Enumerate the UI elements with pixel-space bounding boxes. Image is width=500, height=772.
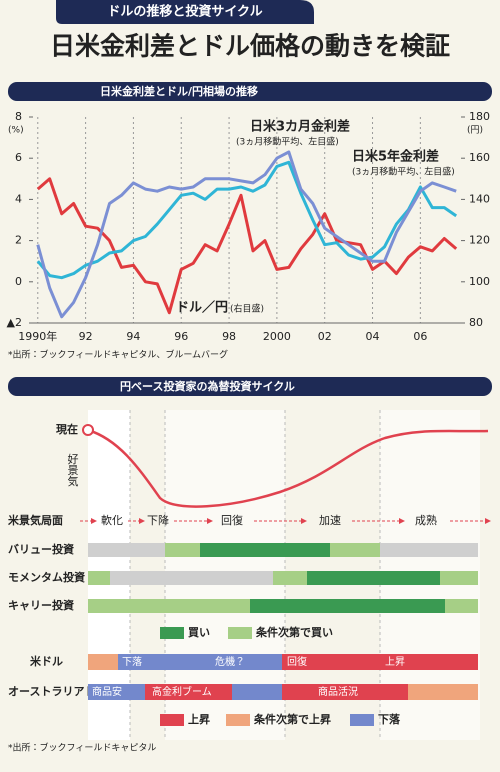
now-label: 現在 [56, 422, 78, 436]
x-tick-label: 02 [318, 330, 332, 343]
legend-swatch [228, 627, 252, 639]
series-label: 日米5年金利差 [352, 149, 439, 165]
segment [282, 654, 478, 670]
series-label: ドル／円 [176, 300, 228, 316]
x-tick-label: 2000 [263, 330, 291, 343]
line-chart: 1990年 92 94 96 98 2000 02 04 06▲202468(%)8010012… [7, 110, 490, 343]
y2-unit: (円) [467, 125, 483, 136]
legend-label: 条件次第で買い [255, 625, 333, 639]
y-tick-label: 0 [15, 275, 22, 288]
segment-label: 商品安 [92, 685, 122, 698]
segment [282, 684, 408, 700]
boom-label: 好景気 [66, 452, 79, 487]
x-tick-label: 96 [174, 330, 188, 343]
segment [118, 654, 282, 670]
x-tick-label: 92 [79, 330, 93, 343]
legend-swatch [226, 714, 250, 726]
segment [408, 684, 478, 700]
series-line [36, 160, 458, 280]
main-title: 日米金利差とドル価格の動きを検証 [50, 32, 450, 61]
segment-label: 商品活況 [318, 685, 358, 698]
y-tick-label: 4 [15, 192, 22, 205]
section-banner [8, 377, 492, 396]
phase: 成熟 [415, 513, 437, 527]
x-tick-label: 98 [222, 330, 236, 343]
legend-swatch [160, 627, 184, 639]
phase: 下降 [147, 513, 169, 527]
segment [232, 684, 282, 700]
series-line [36, 150, 457, 319]
series-note: (3ヵ月移動平均、左目盛) [352, 166, 455, 178]
x-tick-label: 94 [126, 330, 140, 343]
cycle-title: 円ベース投資家の為替投資サイクル [120, 379, 295, 393]
x-tick-label: 06 [413, 330, 427, 343]
phase-row-label: 米景気局面 [7, 513, 63, 527]
y-unit: (%) [8, 126, 24, 136]
momentum-row [88, 571, 478, 585]
header-tab-text: ドルの推移と投資サイクル [107, 4, 262, 20]
legend-label: 買い [188, 626, 210, 639]
legend-swatch [160, 714, 184, 726]
y2-tick-label: 180 [469, 110, 490, 123]
legend-swatch [350, 714, 374, 726]
row-label: バリュー投資 [8, 542, 74, 556]
segment [88, 654, 118, 670]
y2-tick-label: 120 [469, 234, 490, 247]
y-tick-label: ▲2 [7, 316, 22, 329]
y2-tick-label: 100 [469, 275, 490, 288]
legend-label: 下落 [378, 712, 401, 726]
segment-label: 上昇 [385, 656, 405, 668]
segment-label: 回復 [287, 655, 307, 668]
row-label: キャリー投資 [8, 598, 74, 612]
series-label: 日米3カ月金利差 [250, 119, 350, 135]
row-label: 米ドル [29, 654, 63, 668]
y-tick-label: 2 [15, 234, 22, 247]
section-banner [8, 82, 492, 101]
cycle-curve [87, 428, 489, 508]
segment [145, 684, 232, 700]
segment-label: 高金利ブーム [152, 685, 212, 698]
chart-title: 日米金利差とドル/円相場の推移 [100, 84, 258, 98]
series-note: (3ヵ月移動平均、左目盛) [236, 136, 339, 148]
legend-label: 上昇 [188, 712, 210, 726]
y-tick-label: 8 [15, 110, 22, 123]
y2-tick-label: 80 [469, 316, 483, 329]
x-tick-label: 04 [366, 330, 380, 343]
phase: 軟化 [101, 513, 123, 527]
phase: 加速 [319, 514, 341, 527]
now-marker [82, 424, 94, 436]
row-label: モメンタム投資 [8, 570, 85, 584]
y2-tick-label: 160 [469, 151, 490, 164]
header-tab [56, 0, 314, 24]
row-label: オーストラリアドル [8, 685, 106, 698]
segment [88, 684, 145, 700]
value-row [88, 543, 478, 557]
carry-row [88, 599, 478, 613]
series-note: (右目盛) [230, 303, 264, 315]
y2-tick-label: 140 [469, 192, 490, 205]
series-line [36, 177, 458, 315]
phase: 回復 [221, 514, 243, 527]
segment-label: 下落 [122, 656, 142, 668]
y-tick-label: 6 [15, 151, 22, 164]
source: *出所：ブックフィールドキャピタル、ブルームバーグ [8, 349, 228, 361]
source: *出所：ブックフィールドキャピタル [8, 742, 156, 754]
segment-label: 危機？ [215, 655, 245, 668]
legend-label: 条件次第で上昇 [253, 712, 331, 726]
x-tick-label: 1990年 [18, 329, 57, 343]
